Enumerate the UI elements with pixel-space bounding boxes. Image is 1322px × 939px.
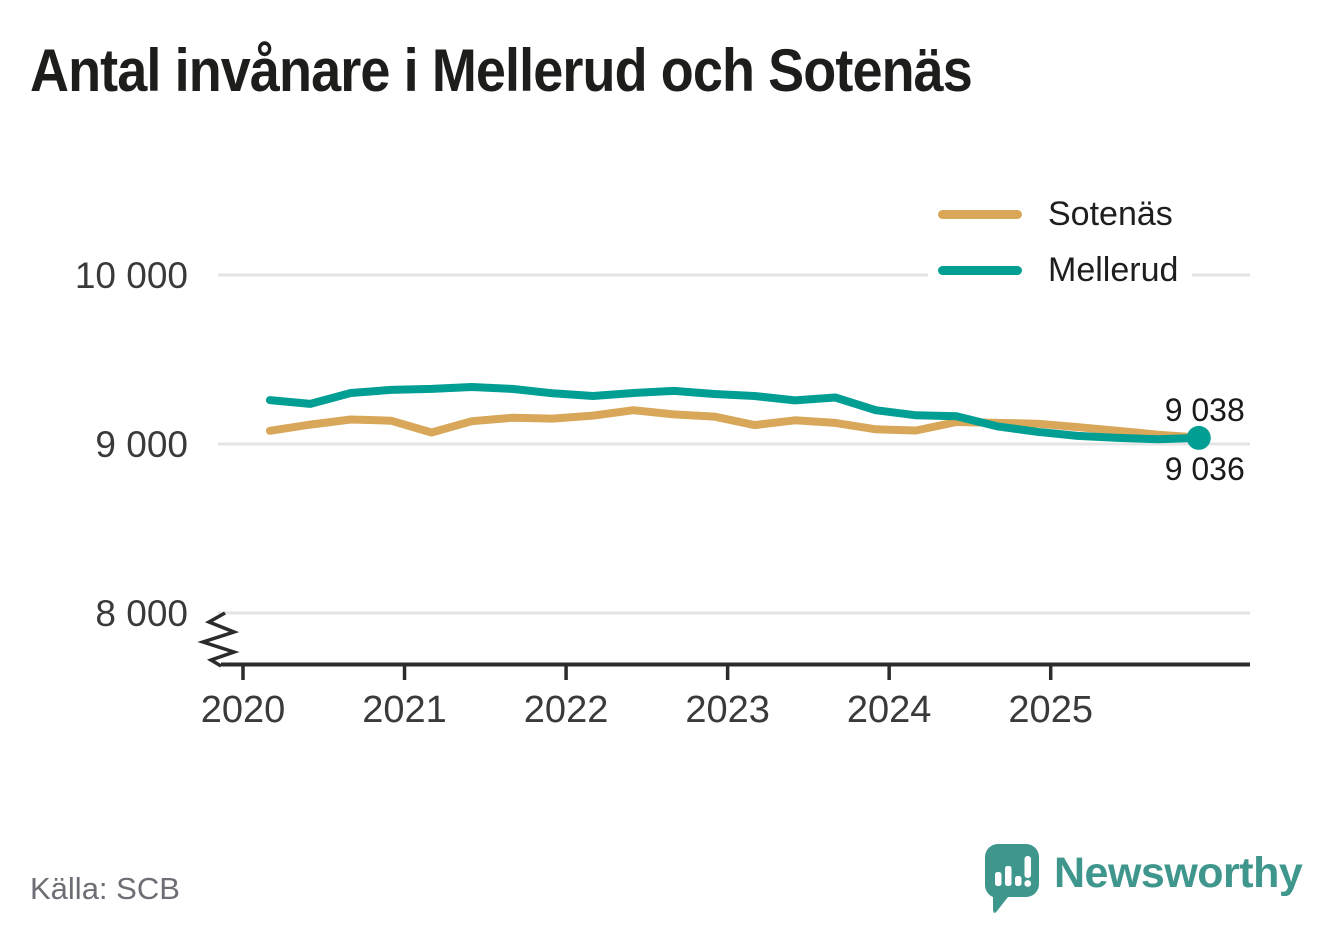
end-value-label-mellerud: 9 036	[1165, 451, 1245, 487]
series-line-sotenäs	[265, 406, 1203, 442]
legend-label-sotenas: Sotenäs	[1048, 194, 1173, 233]
end-value-label-sotenäs: 9 038	[1165, 392, 1245, 428]
end-value-labels: 9 038 9 036	[1165, 392, 1245, 487]
gridlines	[218, 273, 1250, 615]
y-axis-label: 9 000	[95, 424, 188, 465]
y-axis-label: 10 000	[75, 255, 188, 296]
series-lines	[265, 383, 1203, 444]
end-markers	[1186, 425, 1211, 450]
series-line-mellerud	[265, 383, 1203, 444]
y-axis-labels: 8 000 9 000 10 000	[75, 255, 188, 634]
x-axis-label: 2023	[685, 689, 770, 731]
legend-item-mellerud: Mellerud	[938, 242, 1178, 298]
x-axis-label: 2025	[1008, 689, 1093, 731]
y-axis-label: 8 000	[95, 593, 188, 634]
chart-title: Antal invånare i Mellerud och Sotenäs	[30, 37, 973, 104]
source-note: Källa: SCB	[30, 871, 180, 906]
x-axis-label: 2020	[201, 689, 286, 731]
legend: Sotenäs Mellerud	[928, 182, 1193, 304]
y-axis-break-zigzag-icon	[197, 611, 240, 668]
x-axis-label: 2022	[524, 689, 609, 731]
newsworthy-brand: Newsworthy	[984, 843, 1303, 917]
newsworthy-wordmark: Newsworthy	[1054, 849, 1303, 897]
end-dot-mellerud	[1186, 425, 1211, 450]
legend-item-sotenas: Sotenäs	[938, 186, 1178, 242]
x-axis-label: 2021	[362, 689, 447, 731]
newsworthy-speech-bubble-bar-chart-icon	[985, 844, 1039, 913]
x-axis-label: 2024	[847, 689, 932, 731]
x-axis-ticks	[241, 664, 1053, 680]
legend-label-mellerud: Mellerud	[1048, 250, 1179, 289]
legend-swatch-mellerud	[938, 265, 1022, 275]
x-axis-labels: 2020 2021 2022 2023 2024 2025	[201, 689, 1093, 731]
legend-swatch-sotenas	[938, 209, 1022, 219]
